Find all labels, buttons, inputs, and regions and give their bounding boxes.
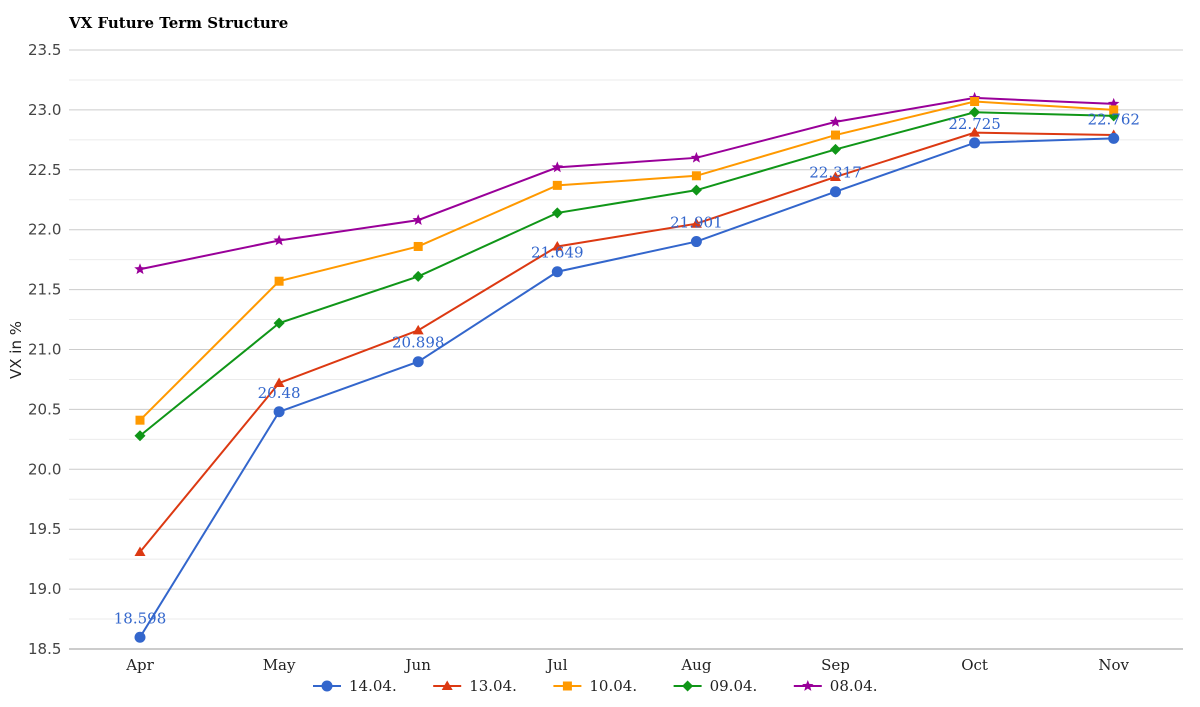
x-tick-label: Apr xyxy=(125,656,154,674)
series-line xyxy=(139,96,1114,271)
data-point xyxy=(412,214,424,225)
x-tick-label: May xyxy=(263,656,296,674)
data-point xyxy=(412,324,424,335)
data-point xyxy=(273,234,285,246)
data-point xyxy=(274,276,284,286)
data-label: 22.762 xyxy=(1087,110,1140,128)
data-point xyxy=(1108,132,1120,144)
data-point xyxy=(551,266,563,278)
series-1304 xyxy=(134,127,1120,556)
series-0904 xyxy=(134,106,1120,442)
legend-item: 13.04. xyxy=(433,677,517,695)
data-point xyxy=(690,236,702,248)
legend-label: 14.04. xyxy=(349,677,397,695)
data-label: 20.898 xyxy=(392,334,445,352)
y-tick-label: 22.0 xyxy=(28,221,61,239)
legend: 14.04. 13.04. 10.04. 09.04. 08.04. xyxy=(313,677,878,695)
data-point xyxy=(691,171,701,181)
y-tick-label: 23.5 xyxy=(28,41,61,59)
data-point xyxy=(829,115,842,127)
y-tick-label: 18.5 xyxy=(28,640,61,658)
data-point xyxy=(969,127,981,137)
legend-marker xyxy=(682,680,694,692)
data-point xyxy=(134,631,146,643)
series-line xyxy=(139,111,1114,437)
y-tick-label: 20.0 xyxy=(28,460,61,478)
x-tick-label: Nov xyxy=(1098,656,1129,674)
data-point xyxy=(134,546,146,556)
data-label: 21.901 xyxy=(670,214,723,232)
legend-item: 14.04. xyxy=(313,677,397,695)
legend-label: 09.04. xyxy=(710,677,758,695)
y-tick-label: 21.5 xyxy=(28,281,61,299)
grid-layer xyxy=(69,49,1183,650)
data-label-layer: 18.598 20.48 20.898 21.649 21.901 22.317 22.72… xyxy=(114,110,1140,627)
legend-item: 10.04. xyxy=(553,677,637,695)
series-1004 xyxy=(135,97,1119,425)
legend-label: 10.04. xyxy=(589,677,637,695)
data-label: 22.725 xyxy=(948,115,1001,133)
legend-marker xyxy=(321,680,333,692)
data-point xyxy=(412,356,424,368)
y-tick-label: 22.5 xyxy=(28,161,61,179)
series-1404 xyxy=(134,132,1120,643)
x-tick-label: Oct xyxy=(961,656,988,674)
legend-item: 09.04. xyxy=(673,677,758,695)
data-point xyxy=(134,263,146,275)
data-point xyxy=(551,207,563,219)
legend-label: 13.04. xyxy=(469,677,517,695)
series-line xyxy=(139,131,1114,553)
x-tick-label: Jul xyxy=(545,656,568,674)
chart-title: VX Future Term Structure xyxy=(69,14,289,32)
legend-marker xyxy=(802,680,814,691)
data-point xyxy=(1107,97,1120,109)
data-point xyxy=(690,218,702,228)
y-axis-label: VX in % xyxy=(7,321,25,379)
data-point xyxy=(690,184,702,196)
data-point xyxy=(969,106,981,118)
data-point xyxy=(551,240,563,251)
series-line xyxy=(139,137,1114,638)
data-point xyxy=(830,143,841,155)
x-tick-label: Aug xyxy=(680,656,711,674)
legend-label: 08.04. xyxy=(830,677,878,695)
data-point xyxy=(970,97,980,107)
data-point xyxy=(273,377,285,388)
data-point xyxy=(830,171,841,181)
legend-item: 08.04. xyxy=(793,677,878,695)
data-point xyxy=(1109,105,1119,115)
data-point xyxy=(690,151,703,163)
series-layer xyxy=(134,91,1120,643)
data-point xyxy=(551,161,564,173)
x-tick-label: Jun xyxy=(404,656,432,674)
y-tick-label: 23.0 xyxy=(28,101,61,119)
series-line xyxy=(139,100,1114,421)
data-point xyxy=(969,137,981,149)
data-label: 21.649 xyxy=(531,244,584,262)
data-point xyxy=(273,406,285,418)
y-tick-label: 21.0 xyxy=(28,341,61,359)
data-label: 18.598 xyxy=(114,609,167,627)
data-point xyxy=(135,415,145,425)
legend-marker xyxy=(562,681,572,691)
data-point xyxy=(830,186,841,198)
data-point xyxy=(552,180,562,190)
data-point xyxy=(413,241,423,251)
data-point xyxy=(412,270,424,282)
y-tick-label: 20.5 xyxy=(28,400,61,418)
axis-layer: 18.5 19.0 19.5 20.0 20.5 21.0 21.5 22.0 22.5 23.0… xyxy=(7,41,1130,674)
x-tick-label: Sep xyxy=(821,656,850,674)
data-point xyxy=(134,430,146,442)
legend-marker xyxy=(441,680,453,690)
data-label: 22.317 xyxy=(809,164,862,182)
y-tick-label: 19.5 xyxy=(28,520,61,538)
data-label: 20.48 xyxy=(258,384,301,402)
data-point xyxy=(831,130,840,140)
y-tick-label: 19.0 xyxy=(28,580,61,598)
data-point xyxy=(273,317,285,329)
